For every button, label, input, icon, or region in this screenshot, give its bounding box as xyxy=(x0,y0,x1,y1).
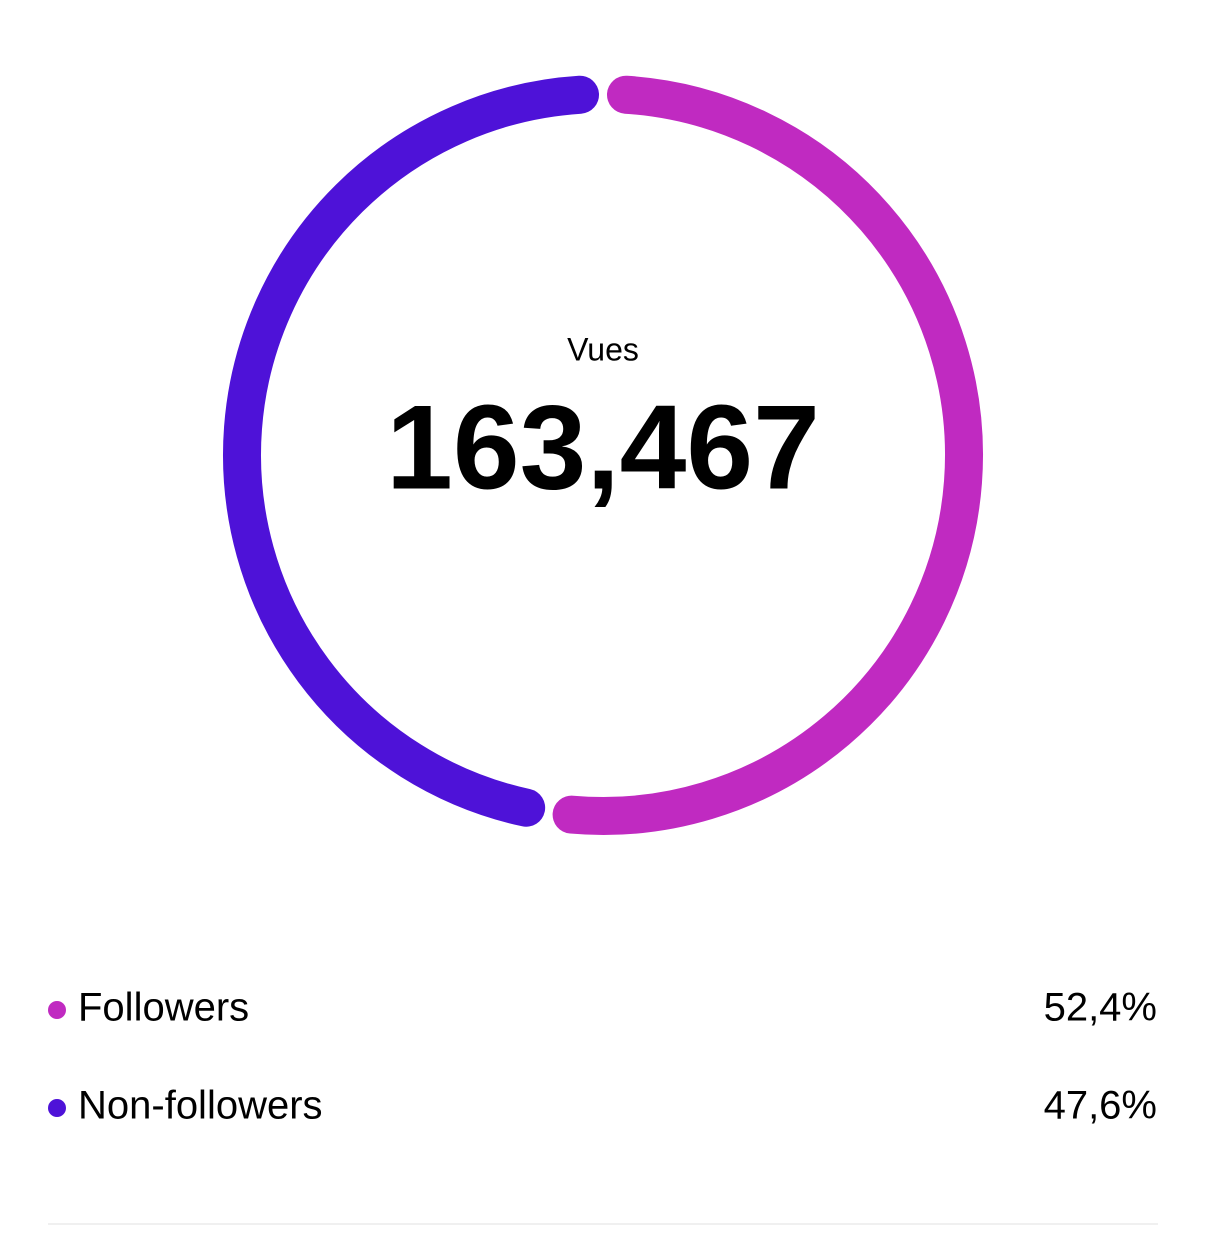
legend-label: Followers xyxy=(78,986,249,1030)
center-label: Vues xyxy=(567,331,639,367)
value-label: 47,6% xyxy=(1044,1084,1157,1128)
value-label: 52,4% xyxy=(1044,986,1157,1030)
donut-segment xyxy=(223,75,600,827)
legend-label: Non-followers xyxy=(78,1084,323,1128)
center-value: 163,467 xyxy=(386,381,820,515)
legend-dot xyxy=(48,1099,66,1117)
legend-dot xyxy=(48,1001,66,1019)
donut-segment xyxy=(552,75,983,835)
